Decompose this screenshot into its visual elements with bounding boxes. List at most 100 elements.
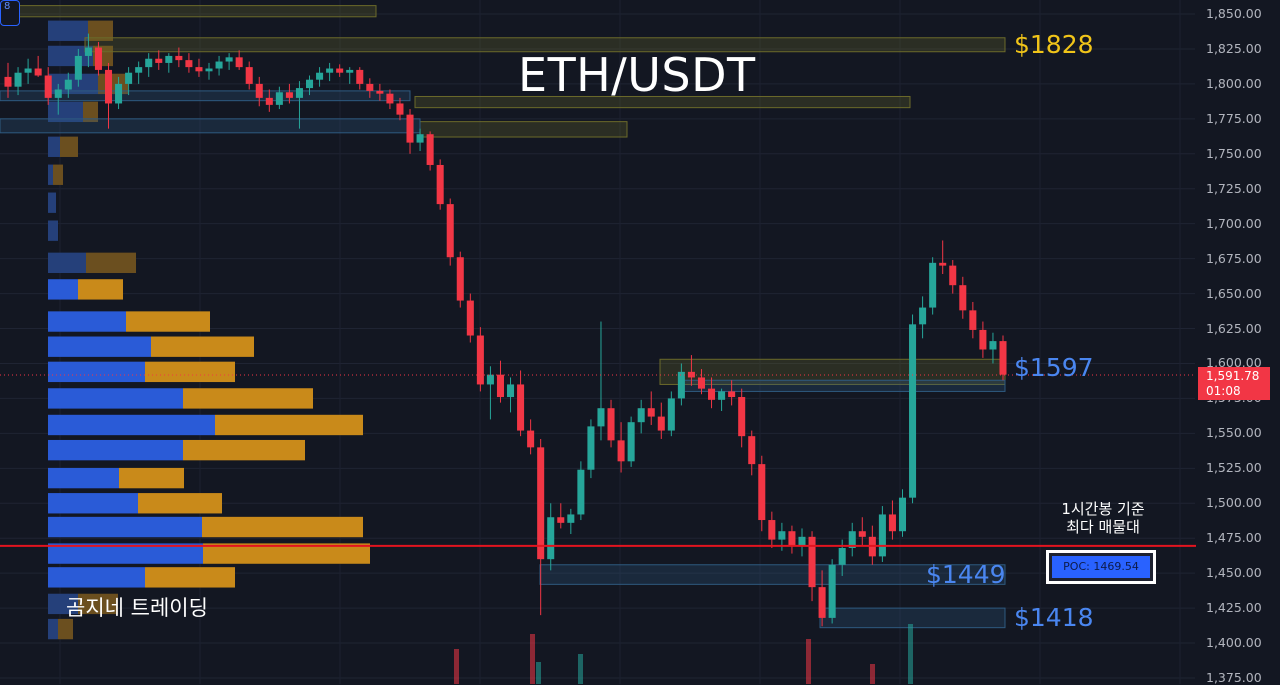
candle-body	[999, 341, 1007, 375]
volume-bar	[454, 649, 459, 684]
candle	[446, 198, 454, 266]
candle-body	[386, 93, 394, 104]
candle-body	[295, 88, 303, 98]
candle	[708, 377, 716, 409]
profile-buy-bar	[48, 73, 98, 95]
profile-buy-bar	[48, 192, 56, 213]
watermark: 곰지네 트레이딩	[66, 596, 208, 620]
zone-box	[0, 90, 411, 102]
candle	[155, 50, 163, 70]
candle	[718, 388, 726, 412]
candle	[848, 522, 856, 557]
candle	[527, 419, 535, 455]
candle-body	[898, 497, 907, 532]
candle	[386, 89, 394, 110]
y-tick-label: 1,600.00	[1206, 355, 1262, 371]
candle-body	[597, 408, 605, 427]
candle-body	[848, 531, 856, 548]
profile-buy-bar	[48, 136, 60, 157]
profile-sell-bar	[83, 101, 98, 123]
candles	[4, 33, 1007, 627]
candle	[356, 67, 364, 90]
candle	[728, 380, 736, 406]
candle-body	[14, 72, 22, 87]
candle-body	[577, 469, 585, 515]
y-tick-label: 1,700.00	[1206, 215, 1262, 231]
candle	[416, 128, 424, 151]
candle-body	[979, 329, 987, 350]
candle-body	[44, 75, 52, 98]
candle	[517, 370, 525, 437]
candle	[667, 391, 675, 437]
y-tick-label: 1,425.00	[1206, 600, 1262, 616]
profile-buy-bar	[48, 543, 203, 564]
candle	[426, 131, 434, 171]
poc-note-line2: 최다 매물대	[1066, 518, 1140, 536]
candle-body	[104, 69, 113, 104]
candle-body	[376, 90, 384, 94]
candle-body	[858, 531, 866, 537]
poc-box: POC: 1469.54	[1046, 550, 1156, 584]
candle	[657, 402, 665, 439]
last-price-value: 1,591.78	[1206, 368, 1260, 383]
candle-body	[788, 531, 796, 546]
candle-body	[4, 76, 12, 87]
countdown: 01:08	[1206, 383, 1241, 398]
level-label-1449: $1449	[926, 559, 1006, 589]
candle	[74, 48, 82, 87]
candle-body	[496, 374, 504, 398]
candle-body	[115, 83, 123, 104]
candle	[305, 75, 314, 96]
candle-body	[557, 517, 565, 523]
candle	[496, 360, 504, 403]
candle-body	[617, 440, 625, 462]
candle	[547, 503, 555, 571]
profile-sell-bar	[60, 136, 78, 157]
profile-buy-bar	[48, 618, 58, 640]
candle	[476, 327, 484, 392]
candle	[567, 508, 575, 535]
candle-body	[728, 391, 736, 398]
candle-body	[818, 587, 826, 618]
candle-body	[74, 55, 82, 80]
profile-buy-bar	[48, 101, 83, 123]
corner-badge[interactable]: 8	[0, 0, 20, 26]
candle	[406, 109, 414, 154]
candle	[326, 62, 334, 82]
candle-body	[527, 430, 535, 448]
profile-sell-bar	[138, 493, 222, 514]
candle	[275, 86, 283, 110]
candle-body	[235, 57, 243, 68]
candle-body	[667, 398, 675, 431]
volume-bar	[578, 654, 583, 684]
candle-body	[245, 67, 253, 84]
candle-body	[738, 397, 746, 437]
volume-bar	[536, 662, 541, 684]
candle	[758, 455, 766, 532]
y-tick-label: 1,650.00	[1206, 285, 1262, 301]
candle	[4, 62, 12, 98]
candle	[135, 61, 143, 84]
candle	[245, 61, 253, 90]
candle	[677, 363, 685, 406]
candle-body	[567, 514, 575, 523]
candle-body	[24, 68, 32, 73]
y-tick-label: 1,825.00	[1206, 40, 1262, 56]
candle-body	[255, 83, 263, 98]
candle-body	[878, 514, 886, 557]
profile-buy-bar	[48, 414, 215, 436]
candle-body	[828, 564, 836, 618]
candle	[215, 55, 223, 76]
candle-body	[145, 58, 153, 68]
candle-body	[125, 72, 133, 84]
candle	[959, 276, 967, 319]
profile-buy-bar	[48, 252, 86, 274]
candle	[235, 50, 243, 70]
candle	[627, 416, 635, 467]
profile-buy-bar	[48, 593, 78, 615]
candle	[346, 67, 354, 84]
candle	[165, 53, 173, 73]
candle-body	[507, 384, 515, 398]
last-price-tag: 1,591.78 01:08	[1198, 366, 1270, 400]
